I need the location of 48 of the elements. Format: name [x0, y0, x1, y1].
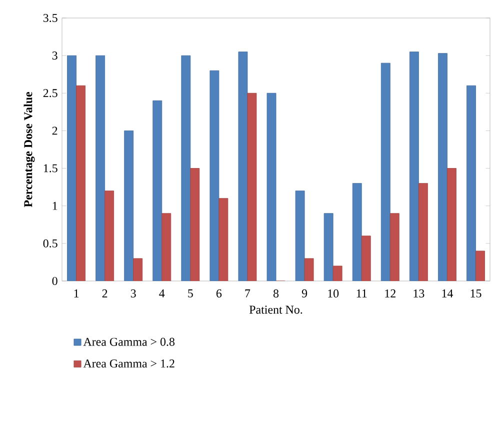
y-axis-title: Percentage Dose Value	[24, 92, 35, 208]
x-tick-label: 6	[216, 289, 222, 298]
bar	[181, 55, 191, 281]
y-tick-label: 2	[52, 126, 58, 135]
x-tick-label: 14	[442, 289, 454, 298]
bar	[76, 85, 86, 281]
legend-label: Area Gamma > 1.2	[83, 360, 174, 368]
x-tick-label: 9	[302, 289, 308, 298]
bar	[67, 55, 76, 281]
legend-label: Area Gamma > 0.8	[83, 338, 175, 346]
bar	[152, 100, 162, 281]
bar	[96, 55, 106, 281]
y-tick-label: 3	[52, 52, 58, 60]
x-tick-label: 13	[414, 289, 424, 298]
x-axis-title: Patient No.	[249, 306, 302, 314]
bar	[124, 130, 134, 281]
x-tick-label: 5	[188, 289, 193, 298]
y-tick-label: 2.5	[43, 89, 58, 98]
x-tick-label: 12	[385, 289, 396, 298]
bar	[390, 213, 400, 281]
x-tick-label: 3	[130, 289, 136, 298]
x-tick-label: 7	[245, 289, 250, 298]
bar	[438, 53, 448, 281]
bar	[104, 190, 114, 281]
bar	[476, 250, 485, 281]
bar	[352, 183, 362, 281]
bar	[418, 183, 428, 281]
x-tick-label: 2	[102, 289, 108, 298]
y-tick-label: 1	[52, 202, 58, 210]
bar	[447, 168, 456, 281]
bar	[162, 213, 172, 281]
x-tick-label: 10	[328, 289, 339, 298]
bar	[380, 62, 390, 281]
y-tick-label: 3.5	[43, 14, 58, 22]
y-tick-label: 0.5	[43, 239, 58, 248]
bar	[133, 258, 143, 281]
bar	[409, 52, 419, 281]
bar	[466, 85, 476, 281]
bar	[324, 213, 334, 281]
x-tick-label: 8	[273, 289, 279, 298]
bar	[190, 168, 200, 281]
x-tick-label: 11	[356, 289, 367, 298]
y-tick-label: 1.5	[44, 164, 58, 172]
y-tick-label: 0	[52, 276, 58, 286]
x-tick-label: 15	[470, 289, 482, 298]
bar	[361, 236, 371, 281]
x-tick-label: 1	[74, 289, 79, 298]
x-tick-label: 4	[159, 289, 165, 298]
